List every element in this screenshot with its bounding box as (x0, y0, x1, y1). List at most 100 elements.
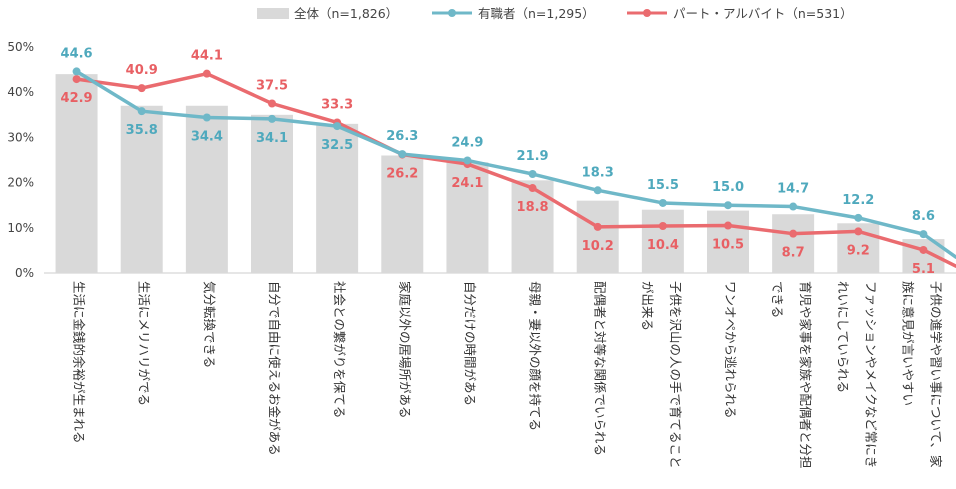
y-tick-label: 0% (15, 266, 34, 280)
category-label: 育児や家事を家族や配偶者と分担できる (770, 281, 813, 469)
data-label-series-2: 18.8 (517, 200, 549, 215)
bar (576, 200, 619, 273)
category-label-line: れいにしていられる (835, 281, 850, 393)
data-label-series-2: 26.2 (386, 167, 418, 182)
category-label: 自分だけの時間がある (462, 281, 477, 406)
legend-swatch-marker (448, 9, 456, 17)
legend-swatch-bar (257, 8, 289, 19)
legend: 全体（n=1,826） 有職者（n=1,295） パート・アルバイト（n=531） (257, 6, 853, 21)
category-label: 社会との繋がりを保てる (332, 281, 347, 418)
data-point (724, 201, 732, 210)
category-label-line: 自分で自由に使えるお金がある (267, 281, 282, 456)
data-label-series-2: 42.9 (61, 91, 93, 106)
data-label-series-2: 10.5 (712, 238, 744, 253)
category-label-line: 母親・妻以外の顔を持てる (528, 281, 543, 431)
category-label-line: 配偶者と対等な関係でいられる (593, 281, 608, 456)
data-point (268, 114, 276, 123)
data-label-series-2: 10.2 (582, 239, 614, 254)
y-tick-label: 10% (7, 221, 34, 235)
data-point (528, 170, 537, 179)
data-label-series-2: 37.5 (256, 79, 288, 94)
legend-label-line: 有職者（n=1,295） (478, 6, 595, 21)
data-point (137, 107, 146, 116)
bar (185, 105, 228, 273)
category-label-line: 家庭以外の居場所がある (397, 281, 412, 419)
category-label-line: 社会との繋がりを保てる (332, 281, 347, 418)
data-point (919, 230, 928, 239)
data-point (593, 222, 602, 231)
bar (641, 209, 684, 273)
bar (120, 105, 163, 273)
bar (251, 114, 293, 273)
data-label-series-1: 15.5 (647, 178, 679, 193)
data-point (724, 221, 732, 230)
category-label: ワンオペから逃れられる (723, 281, 738, 419)
data-point (398, 150, 407, 159)
data-point (137, 84, 146, 93)
category-label: 気分転換できる (202, 281, 217, 368)
data-label-series-1: 34.4 (191, 130, 223, 145)
category-label-line: ファッションやメイクなど常にき (863, 281, 878, 468)
category-label: 子供の進学や習い事について、家族に意見が言いやすい (900, 281, 943, 468)
data-label-series-1: 34.1 (256, 131, 288, 146)
data-label-series-1: 32.5 (321, 138, 353, 153)
category-label-line: 気分転換できる (202, 281, 217, 368)
category-label: ファッションやメイクなど常にきれいにしていられる (835, 281, 878, 468)
data-point (202, 113, 211, 122)
data-label-series-1: 14.7 (777, 182, 809, 197)
data-point (854, 227, 863, 236)
data-point (854, 213, 863, 222)
data-label-series-1: 35.8 (126, 123, 158, 138)
data-label-series-1: 18.3 (582, 165, 614, 180)
category-label: 家庭以外の居場所がある (397, 281, 412, 419)
bar (316, 123, 359, 273)
data-label-series-2: 24.1 (451, 176, 483, 191)
bar (707, 210, 749, 273)
legend-label-line: パート・アルバイト（n=531） (673, 6, 853, 21)
data-labels: 44.6 42.9 35.8 40.9 34.4 44.1 34.1 37.5 32.5 33.3… (61, 46, 935, 277)
category-label-line: 子供を沢山の人の手で育てること (668, 281, 683, 469)
data-point (658, 221, 667, 230)
data-point (528, 184, 537, 193)
data-label-series-1: 24.9 (451, 135, 483, 150)
bar (511, 180, 554, 273)
points (72, 67, 928, 254)
data-point (333, 122, 342, 131)
category-label: 生活に金銭的余裕が生まれる (72, 281, 87, 444)
data-point (72, 75, 81, 84)
data-label-series-1: 44.6 (61, 46, 93, 61)
data-point (789, 229, 798, 238)
category-label: 子供を沢山の人の手で育てることが出来る (640, 281, 683, 469)
category-label-line: できる (770, 281, 785, 318)
data-label-series-2: 8.7 (782, 246, 805, 261)
data-label-series-2: 10.4 (647, 238, 679, 253)
data-point (72, 67, 81, 76)
bar (772, 214, 815, 273)
data-point (268, 99, 276, 108)
data-label-series-2: 44.1 (191, 49, 223, 64)
legend-label-bar: 全体（n=1,826） (294, 6, 398, 21)
data-label-series-1: 26.3 (386, 129, 418, 144)
y-tick-label: 30% (7, 130, 34, 144)
category-label: 生活にメリハリがでる (137, 281, 152, 406)
bar (446, 162, 489, 273)
category-label: 母親・妻以外の顔を持てる (528, 281, 543, 431)
data-label-series-2: 5.1 (912, 262, 935, 277)
y-tick-label: 50% (7, 40, 34, 54)
bar (55, 74, 98, 274)
data-label-series-2: 40.9 (126, 63, 158, 78)
data-label-series-1: 15.0 (712, 180, 744, 195)
category-label: 自分で自由に使えるお金がある (267, 281, 282, 456)
data-point (463, 156, 472, 165)
data-label-series-1: 21.9 (517, 149, 549, 164)
data-point (658, 198, 667, 207)
data-label-series-1: 8.6 (912, 209, 935, 224)
category-label: 配偶者と対等な関係でいられる (593, 281, 608, 456)
y-tick-label: 20% (7, 176, 34, 190)
bar (381, 155, 424, 273)
category-label-line: 子供の進学や習い事について、家 (928, 281, 943, 468)
data-label-series-2: 33.3 (321, 97, 353, 112)
category-label-line: 族に意見が言いやすい (900, 281, 915, 406)
legend-swatch-marker (643, 9, 651, 17)
